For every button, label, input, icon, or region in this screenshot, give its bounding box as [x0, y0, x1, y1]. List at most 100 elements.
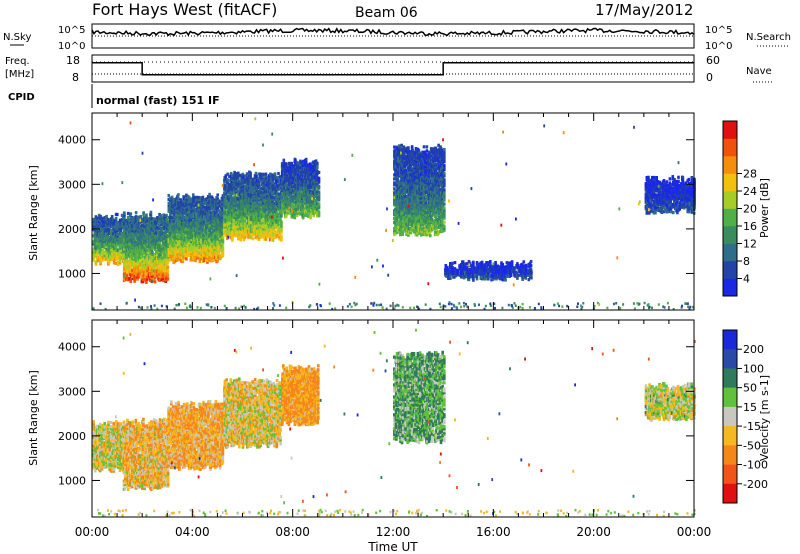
- echo-cell: [235, 218, 238, 222]
- echo-cell: [206, 197, 209, 201]
- echo-cell: [129, 212, 133, 216]
- echo-cell: [287, 171, 291, 175]
- echo-cell: [237, 229, 240, 233]
- echo-cell: [208, 248, 211, 252]
- echo-cell: [208, 250, 211, 254]
- echo-cell: [280, 234, 283, 238]
- echo-cell: [229, 186, 233, 190]
- echo-cell: [260, 215, 264, 219]
- echo-cell: [202, 230, 206, 234]
- echo-cell: [190, 217, 193, 222]
- echo-cell: [228, 216, 231, 220]
- echo-cell: [224, 204, 228, 208]
- echo-cell: [291, 176, 295, 180]
- echo-cell: [175, 210, 179, 214]
- echo-cell: [237, 223, 240, 227]
- echo-cell: [125, 276, 129, 280]
- echo-cell: [271, 175, 274, 179]
- echo-cell: [289, 201, 292, 206]
- echo-cell: [249, 197, 253, 201]
- echo-cell: [257, 237, 261, 242]
- echo-cell: [190, 209, 193, 214]
- echo-cell: [151, 254, 154, 258]
- echo-cell: [237, 185, 240, 189]
- echo-cell: [253, 178, 257, 182]
- echo-cell: [190, 242, 193, 246]
- echo-cell: [202, 232, 206, 236]
- echo-cell: [197, 224, 201, 228]
- echo-cell: [278, 237, 281, 241]
- echo-cell: [190, 248, 193, 252]
- echo-cell: [92, 250, 95, 254]
- echo-cell: [249, 230, 253, 234]
- echo-cell: [241, 210, 245, 214]
- echo-cell: [143, 222, 147, 226]
- echo-cell: [116, 232, 120, 236]
- echo-cell: [148, 219, 151, 223]
- echo-cell: [223, 217, 226, 221]
- echo-cell: [137, 271, 141, 275]
- echo-cell: [244, 208, 247, 212]
- echo-cell: [208, 232, 211, 236]
- echo-cell: [242, 176, 246, 180]
- echo-cell: [241, 172, 245, 176]
- echo-cell: [206, 246, 210, 250]
- echo-cell: [193, 195, 196, 200]
- echo-cell: [108, 219, 111, 223]
- echo-cell: [244, 198, 247, 202]
- echo-cell: [238, 232, 242, 236]
- echo-cell: [134, 234, 137, 239]
- echo-cell: [229, 210, 233, 214]
- echo-cell: [149, 224, 153, 228]
- echo-cell: [167, 247, 171, 251]
- echo-cell: [180, 200, 184, 204]
- echo-cell: [216, 241, 219, 245]
- echo-cell: [295, 167, 299, 171]
- echo-cell: [255, 206, 259, 210]
- echo-cell: [99, 216, 102, 221]
- echo-cell: [134, 240, 137, 245]
- echo-cell: [123, 211, 126, 215]
- echo-cell: [118, 218, 122, 222]
- echo-cell: [264, 208, 268, 213]
- echo-cell: [272, 208, 275, 212]
- echo-cell: [131, 270, 134, 275]
- echo-cell: [210, 195, 214, 199]
- echo-cell: [216, 197, 219, 201]
- echo-cell: [146, 225, 150, 229]
- echo-cell: [267, 175, 270, 180]
- echo-cell: [220, 215, 224, 220]
- echo-cell: [260, 181, 264, 185]
- echo-cell: [131, 263, 134, 267]
- echo-cell: [105, 253, 108, 257]
- echo-cell: [159, 234, 163, 238]
- echo-cell: [172, 197, 175, 202]
- echo-cell: [134, 215, 138, 219]
- echo-cell: [94, 215, 98, 219]
- echo-cell: [282, 160, 286, 164]
- echo-cell: [237, 227, 240, 231]
- echo-cell: [229, 189, 233, 193]
- echo-cell: [109, 235, 113, 239]
- echo-cell: [166, 257, 170, 261]
- echo-cell: [103, 251, 107, 255]
- noise-right-tick-top: 10^5: [705, 25, 732, 36]
- echo-cell: [182, 217, 185, 221]
- echo-cell: [228, 188, 231, 192]
- echo-cell: [123, 235, 126, 239]
- echo-cell: [190, 203, 193, 207]
- echo-cell: [284, 202, 288, 206]
- echo-cell: [146, 217, 149, 221]
- echo-cell: [301, 216, 305, 220]
- nave-tick-top: 60: [706, 54, 720, 67]
- echo-cell: [210, 205, 214, 209]
- echo-cell: [272, 214, 275, 218]
- echo-cell: [226, 215, 229, 219]
- echo-cell: [151, 229, 154, 233]
- echo-cell: [158, 242, 161, 246]
- date-label: 17/May/2012: [595, 1, 693, 19]
- echo-cell: [259, 211, 263, 215]
- echo-cell: [115, 261, 118, 265]
- echo-cell: [296, 161, 300, 165]
- echo-cell: [151, 237, 154, 241]
